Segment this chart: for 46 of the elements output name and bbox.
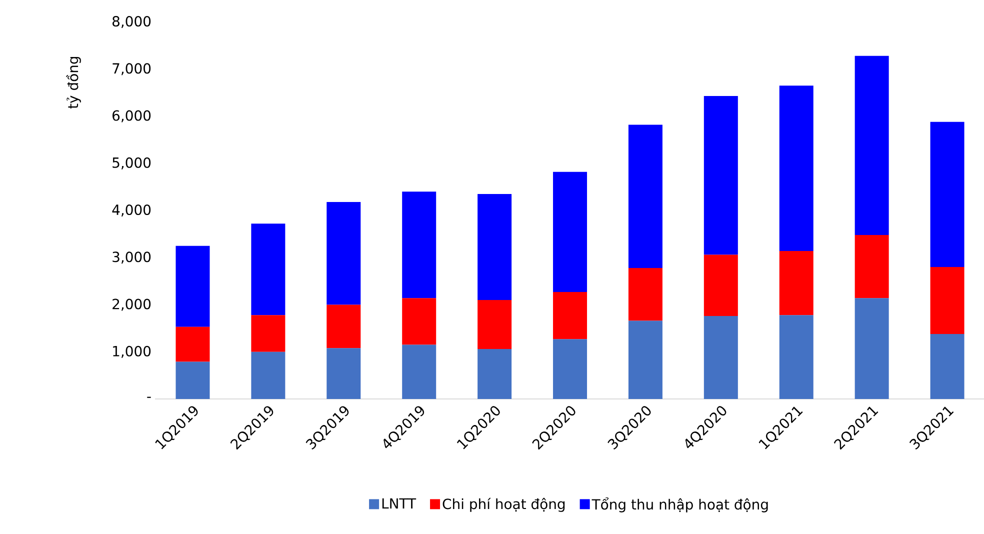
bar bbox=[779, 86, 814, 252]
bar bbox=[553, 292, 588, 340]
bar bbox=[628, 320, 662, 399]
bar bbox=[478, 194, 512, 300]
bar bbox=[251, 352, 286, 399]
bar bbox=[326, 348, 361, 399]
bar bbox=[176, 246, 210, 327]
bar bbox=[854, 298, 889, 399]
y-tick-label: 6,000 bbox=[112, 110, 151, 122]
bar bbox=[854, 56, 889, 235]
bar bbox=[402, 344, 436, 399]
y-tick-label: 5,000 bbox=[112, 157, 151, 170]
bar bbox=[478, 349, 512, 399]
bar bbox=[704, 254, 738, 316]
legend-label: LNTT bbox=[382, 498, 416, 509]
bar bbox=[854, 234, 889, 298]
y-tick-label: 2,000 bbox=[112, 298, 151, 311]
bar bbox=[326, 304, 361, 348]
bar bbox=[628, 124, 662, 268]
bar bbox=[176, 326, 210, 362]
bar bbox=[930, 267, 964, 334]
bar bbox=[553, 172, 588, 292]
legend-label: Chi phí hoạt động bbox=[442, 498, 565, 512]
y-tick-label: 7,000 bbox=[112, 63, 151, 76]
legend-label: Tổng thu nhập hoạt động bbox=[592, 497, 768, 512]
bar bbox=[779, 315, 814, 399]
bar bbox=[930, 122, 964, 268]
bar bbox=[251, 224, 286, 316]
y-tick-label: - bbox=[147, 396, 151, 398]
bar bbox=[628, 268, 662, 321]
y-tick-label: 8,000 bbox=[112, 16, 151, 28]
bar bbox=[930, 334, 964, 399]
bar bbox=[704, 316, 738, 399]
y-tick-label: 4,000 bbox=[112, 204, 151, 216]
y-tick-label: 1,000 bbox=[113, 346, 151, 358]
bar bbox=[704, 96, 738, 255]
bar bbox=[478, 300, 512, 350]
bar bbox=[176, 362, 210, 399]
bar bbox=[553, 339, 588, 399]
bar bbox=[326, 202, 361, 305]
y-tick-label: 3,000 bbox=[112, 252, 151, 264]
y-axis-title: tỷ đồng bbox=[66, 56, 81, 109]
bar bbox=[402, 298, 436, 345]
bar bbox=[251, 315, 286, 352]
bar bbox=[402, 192, 436, 298]
bar bbox=[779, 251, 814, 316]
